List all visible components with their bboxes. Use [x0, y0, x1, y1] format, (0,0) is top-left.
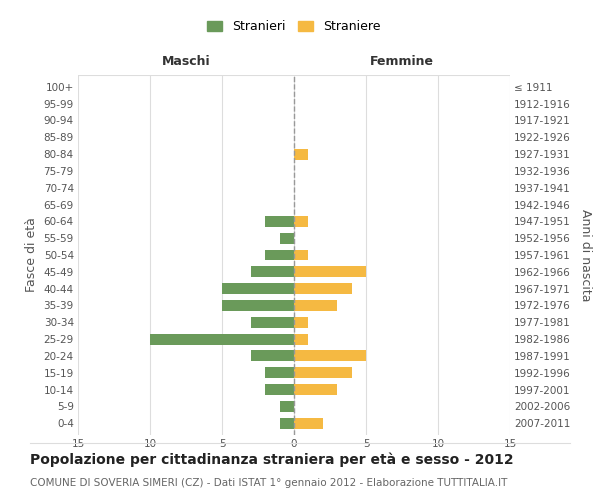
Bar	[280, 418, 294, 428]
Legend: Stranieri, Straniere: Stranieri, Straniere	[207, 20, 381, 33]
Bar	[251, 350, 294, 362]
Text: Maschi: Maschi	[161, 56, 211, 68]
Text: Popolazione per cittadinanza straniera per età e sesso - 2012: Popolazione per cittadinanza straniera p…	[30, 452, 514, 467]
Bar	[294, 350, 366, 362]
Bar	[294, 266, 366, 278]
Bar	[294, 250, 308, 260]
Bar	[265, 368, 294, 378]
Y-axis label: Anni di nascita: Anni di nascita	[579, 209, 592, 301]
Bar	[265, 384, 294, 395]
Bar	[294, 418, 323, 428]
Text: COMUNE DI SOVERIA SIMERI (CZ) - Dati ISTAT 1° gennaio 2012 - Elaborazione TUTTIT: COMUNE DI SOVERIA SIMERI (CZ) - Dati IST…	[30, 478, 508, 488]
Bar	[265, 216, 294, 227]
Bar	[280, 232, 294, 243]
Bar	[294, 384, 337, 395]
Bar	[294, 216, 308, 227]
Bar	[265, 250, 294, 260]
Bar	[294, 283, 352, 294]
Bar	[294, 300, 337, 311]
Bar	[222, 300, 294, 311]
Bar	[294, 334, 308, 344]
Bar	[294, 148, 308, 160]
Bar	[251, 317, 294, 328]
Bar	[150, 334, 294, 344]
Bar	[222, 283, 294, 294]
Text: Femmine: Femmine	[370, 56, 434, 68]
Bar	[294, 317, 308, 328]
Bar	[251, 266, 294, 278]
Bar	[280, 401, 294, 412]
Bar	[294, 368, 352, 378]
Y-axis label: Fasce di età: Fasce di età	[25, 218, 38, 292]
